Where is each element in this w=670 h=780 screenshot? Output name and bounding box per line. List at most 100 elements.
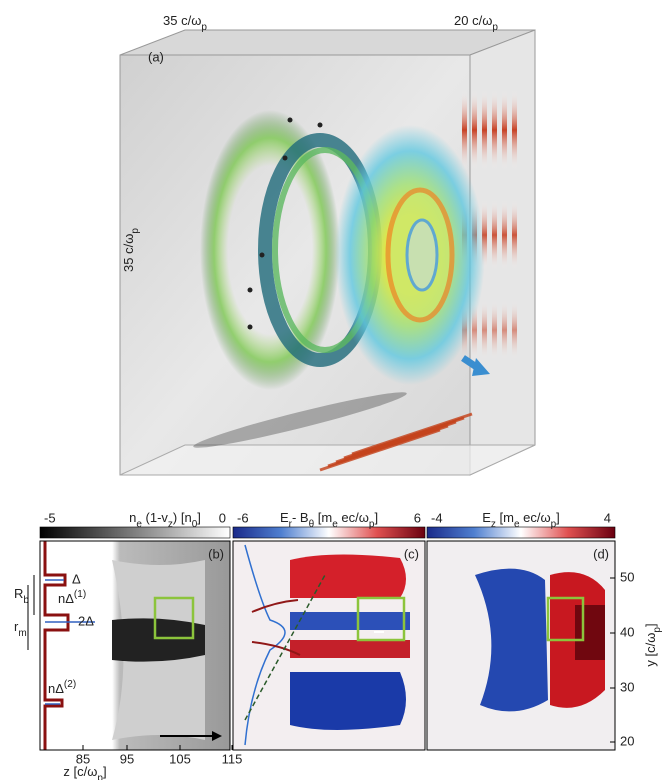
x-tick-label: 115 bbox=[222, 751, 243, 766]
field-blue bbox=[475, 568, 548, 712]
text-part: - B bbox=[292, 510, 309, 525]
particle bbox=[282, 155, 288, 161]
box-top bbox=[119, 29, 536, 56]
text-part: 35 c/ω bbox=[121, 234, 136, 272]
field-stripe bbox=[502, 90, 507, 170]
text-part: ] bbox=[103, 764, 107, 779]
text-part: E bbox=[280, 510, 289, 525]
colorbar-tick-label: 0 bbox=[219, 510, 226, 525]
text-part: z [c/ω bbox=[63, 764, 97, 779]
panel-label: (d) bbox=[593, 546, 609, 561]
x-tick-label: 105 bbox=[169, 751, 191, 766]
text-part: p bbox=[492, 22, 498, 33]
text-part: e bbox=[514, 519, 520, 530]
text-part: p bbox=[369, 519, 375, 530]
text-part: ] bbox=[556, 510, 560, 525]
panel-frame bbox=[426, 540, 616, 751]
text-part: 0 bbox=[192, 519, 198, 530]
text-part: E bbox=[482, 510, 491, 525]
axis-label: 35 c/ωp bbox=[163, 13, 207, 33]
x-tick-label: 85 bbox=[76, 751, 90, 766]
text-part: (2) bbox=[64, 679, 76, 690]
annotation: rm bbox=[14, 619, 27, 639]
colorbar-tick-label: -6 bbox=[237, 510, 249, 525]
y-tick-label: 30 bbox=[620, 679, 634, 694]
text-part: p bbox=[551, 519, 557, 530]
box-bottom bbox=[119, 444, 536, 476]
text-part: ] bbox=[374, 510, 378, 525]
text-part: e bbox=[332, 519, 338, 530]
text-part: n bbox=[129, 510, 136, 525]
text-part: p bbox=[201, 22, 207, 33]
text-part: z bbox=[491, 519, 496, 530]
field-stripe bbox=[512, 300, 517, 360]
particle bbox=[317, 122, 323, 128]
field-stripe bbox=[472, 90, 477, 170]
annotation: nΔ(2) bbox=[48, 679, 76, 696]
colorbar-tick-label: 6 bbox=[414, 510, 421, 525]
y-tick-label: 40 bbox=[620, 624, 634, 639]
colorbar-tick-label: -5 bbox=[44, 510, 56, 525]
particle bbox=[247, 287, 253, 293]
axis-label: 20 c/ωp bbox=[454, 13, 498, 33]
x-tick-label: 95 bbox=[120, 751, 134, 766]
disk-core bbox=[405, 218, 439, 292]
field-stripe bbox=[462, 90, 467, 170]
colorbar-title: Er- Bθ [me ec/ωp] bbox=[280, 510, 378, 530]
field-stripe bbox=[492, 90, 497, 170]
fit-line bbox=[244, 574, 326, 721]
field-stripe bbox=[351, 412, 473, 456]
panel-label: (b) bbox=[208, 546, 224, 561]
field-stripe bbox=[512, 90, 517, 170]
y-axis-label: y [c/ωp] bbox=[643, 623, 663, 666]
text-part: ec/ω bbox=[338, 510, 369, 525]
beam-arrow-head bbox=[472, 358, 490, 376]
x-axis-label: z [c/ωp] bbox=[63, 764, 106, 780]
text-part: z bbox=[168, 519, 173, 530]
text-part: ] bbox=[643, 623, 658, 627]
particle bbox=[247, 324, 253, 330]
particle bbox=[259, 252, 265, 258]
profile bbox=[244, 544, 286, 746]
shadow bbox=[193, 392, 407, 448]
annotation: 2Δ bbox=[78, 613, 94, 628]
text-part: θ bbox=[309, 519, 315, 530]
y-tick-label: 20 bbox=[620, 733, 634, 748]
colorbar bbox=[232, 526, 426, 539]
text-part: p bbox=[130, 228, 141, 234]
text-part: b bbox=[23, 595, 29, 606]
annotation: Δ bbox=[72, 571, 81, 586]
colorbar-title: Ez [me ec/ωp] bbox=[482, 510, 560, 530]
region-box bbox=[546, 596, 585, 642]
y-tick-label: 50 bbox=[620, 569, 634, 584]
region-box bbox=[356, 596, 406, 642]
field-blue bbox=[290, 612, 410, 630]
field-stripe bbox=[512, 200, 517, 270]
text-part: (1-v bbox=[142, 510, 169, 525]
arrow-head bbox=[212, 731, 222, 741]
text-part: r bbox=[289, 519, 293, 530]
text-part: ] bbox=[197, 510, 201, 525]
profile bbox=[251, 599, 301, 656]
axis-label: 35 c/ωp bbox=[121, 228, 141, 272]
field-stripe bbox=[492, 300, 497, 360]
text-part: 20 c/ω bbox=[454, 13, 492, 28]
text-part: 35 c/ω bbox=[163, 13, 201, 28]
profile bbox=[45, 579, 95, 705]
panel-frame bbox=[39, 540, 231, 751]
text-part: (1) bbox=[74, 589, 86, 600]
text-part: r bbox=[14, 619, 19, 634]
colorbar-title: ne (1-vz) [n0] bbox=[129, 510, 201, 530]
field-stripe bbox=[502, 200, 507, 270]
text-part: nΔ bbox=[58, 591, 74, 606]
text-part: y [c/ω bbox=[643, 633, 658, 667]
particle bbox=[287, 117, 293, 123]
field-stripe bbox=[492, 200, 497, 270]
density-shape bbox=[112, 618, 205, 662]
field-dark bbox=[575, 605, 605, 660]
text-part: nΔ bbox=[48, 681, 64, 696]
field-stripe bbox=[482, 90, 487, 170]
colorbar bbox=[426, 526, 616, 539]
panel-label: (c) bbox=[404, 546, 419, 561]
